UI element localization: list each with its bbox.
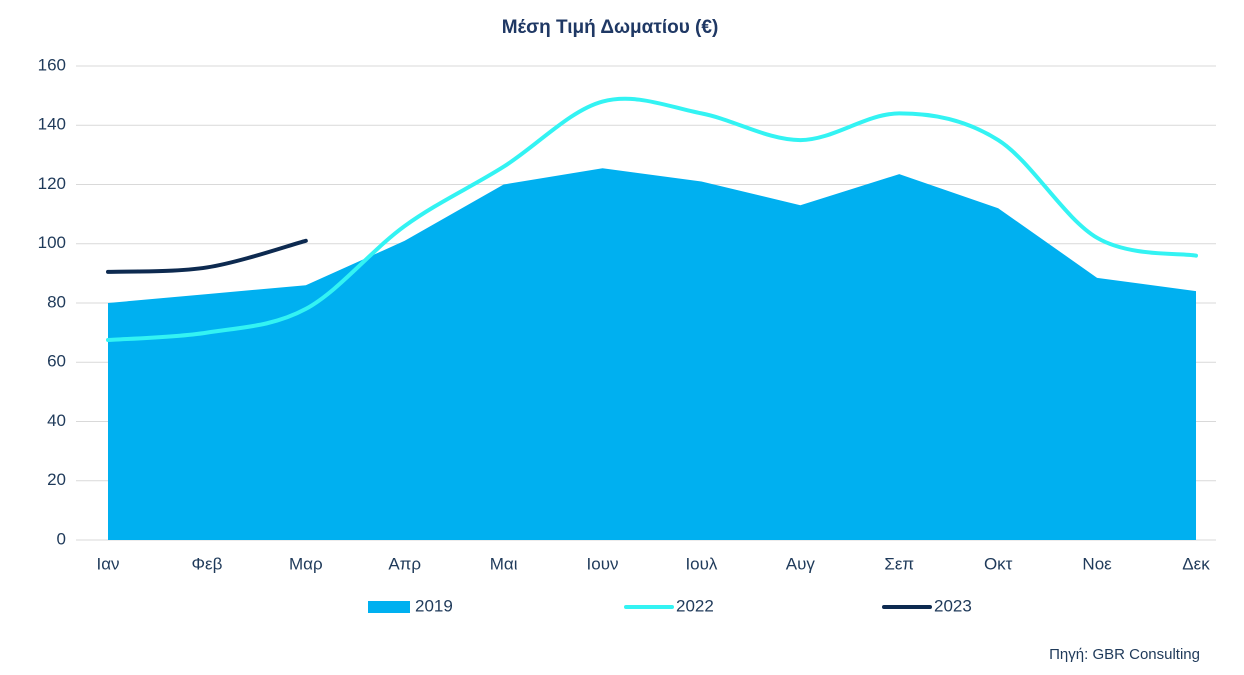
- y-tick-label: 100: [38, 233, 66, 252]
- line: [106, 96, 1198, 343]
- legend-label: 2019: [415, 596, 453, 615]
- legend-label: 2023: [934, 596, 972, 615]
- x-tick-label: Ιουλ: [685, 554, 717, 573]
- y-tick-label: 40: [47, 411, 66, 430]
- x-tick-label: Δεκ: [1182, 554, 1210, 573]
- x-tick-label: Αυγ: [786, 554, 816, 573]
- x-tick-label: Μαρ: [289, 554, 323, 573]
- area: [108, 168, 1196, 541]
- legend-label: 2022: [676, 596, 714, 615]
- y-tick-label: 80: [47, 292, 66, 311]
- line: [106, 238, 308, 274]
- x-tick-label: Μαι: [490, 554, 518, 573]
- x-tick-label: Νοε: [1082, 554, 1112, 573]
- legend-swatch: [368, 601, 410, 613]
- y-tick-label: 0: [57, 529, 66, 548]
- y-tick-label: 120: [38, 174, 66, 193]
- x-tick-label: Οκτ: [984, 554, 1013, 573]
- y-tick-label: 60: [47, 352, 66, 371]
- source-note: Πηγή: GBR Consulting: [1049, 646, 1200, 663]
- y-tick-label: 160: [38, 55, 66, 74]
- x-tick-label: Φεβ: [191, 554, 222, 573]
- y-tick-label: 20: [47, 470, 66, 489]
- y-tick-label: 140: [38, 115, 66, 134]
- x-tick-label: Απρ: [388, 554, 421, 573]
- x-tick-label: Ιαν: [96, 554, 119, 573]
- chart-title: Μέση Τιμή Δωματίου (€): [502, 17, 719, 38]
- x-tick-label: Ιουν: [587, 554, 619, 573]
- x-tick-label: Σεπ: [884, 554, 914, 573]
